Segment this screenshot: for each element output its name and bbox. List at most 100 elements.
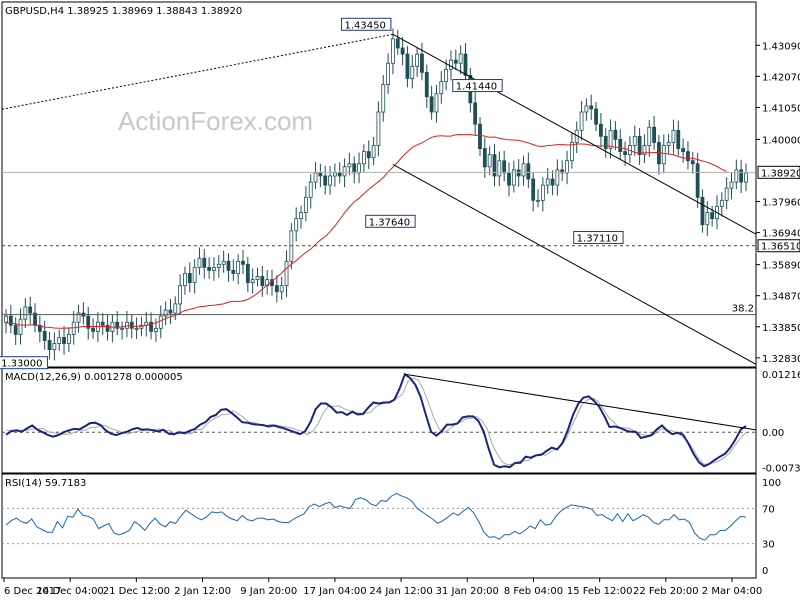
main-overlay: 38.2 1.38920 1.36510 1.43450 1.41440 1.37640 1… (0, 17, 800, 370)
current-price-label-box (757, 165, 800, 179)
candle-body (400, 47, 405, 55)
candle-body (332, 172, 337, 177)
candle-body (579, 111, 584, 131)
candle-body (323, 175, 328, 186)
candle-body (536, 199, 540, 202)
candlestick-series (4, 28, 748, 361)
candle-body (473, 102, 478, 125)
annotation-label: 1.33000 (1, 359, 42, 370)
candle-body (187, 273, 192, 284)
candle-body (681, 148, 686, 152)
candle-body (149, 321, 153, 332)
candle-body (4, 315, 8, 323)
candle-body (482, 148, 487, 168)
candle-body (516, 169, 521, 177)
annotation-box (365, 214, 416, 228)
main-panel-grid: 1.43090 1.42070 1.41050 1.40000 1.37960 1.369… (756, 41, 800, 365)
rsi-title: RSI(14) 59.7183 (5, 478, 86, 489)
candle-body (318, 172, 323, 177)
support-level-label: 1.36510 (761, 242, 800, 253)
candle-body (37, 324, 42, 332)
candle-body (690, 160, 695, 165)
candle-body (231, 270, 236, 274)
candle-body (700, 196, 705, 226)
candle-body (236, 260, 241, 274)
candle-body (439, 81, 444, 95)
candle-body (565, 160, 569, 174)
macd-tick-label: 0.00 (762, 428, 784, 439)
candle-body (739, 169, 744, 183)
annotation-box (452, 79, 503, 93)
candle-body (183, 273, 187, 287)
candle-body (207, 266, 212, 271)
candle-body (618, 139, 623, 152)
time-tick-label: 6 Dec 2017 (4, 586, 62, 597)
candle-body (62, 337, 66, 344)
time-tick-label: 2 Jan 12:00 (174, 586, 231, 597)
candle-body (511, 169, 516, 186)
candle-body (603, 135, 608, 149)
channel-upper-line (392, 33, 757, 235)
candle-body (434, 93, 439, 113)
candle-body (57, 337, 62, 344)
candle-body (429, 96, 434, 113)
candle-body (352, 163, 357, 174)
candle-body (303, 196, 308, 213)
price-tick-label: 1.41050 (762, 103, 800, 114)
candle-body (347, 163, 352, 168)
candle-body (212, 266, 216, 271)
price-tick-label: 1.36940 (762, 229, 800, 240)
candle-body (540, 184, 545, 201)
candle-body (274, 285, 279, 293)
time-tick-label: 31 Jan 20:00 (436, 586, 499, 597)
rsi-panel: 100 70 30 0 (2, 478, 781, 577)
candle-body (86, 315, 91, 329)
candle-body (608, 129, 613, 149)
time-tick-label: 21 Dec 12:00 (103, 586, 170, 597)
annotation-label: 1.37110 (577, 233, 618, 244)
macd-panel-frame (1, 367, 757, 474)
annotation-label: 1.43450 (345, 20, 386, 31)
candle-body (173, 303, 178, 314)
candle-body (125, 321, 129, 329)
candle-body (23, 306, 28, 320)
candle-body (550, 178, 555, 186)
candle-body (308, 181, 313, 198)
candle-body (705, 212, 710, 226)
candle-body (221, 260, 226, 265)
candle-body (371, 145, 376, 159)
candle-body (168, 309, 173, 314)
rsi-tick-label: 100 (762, 478, 781, 489)
candle-body (744, 172, 748, 183)
candle-body (28, 306, 33, 314)
candle-body (410, 65, 415, 79)
candle-body (202, 257, 207, 268)
candle-body (192, 266, 197, 284)
candle-body (52, 343, 57, 351)
candle-body (241, 260, 245, 265)
candle-body (134, 327, 139, 330)
candle-body (47, 340, 52, 351)
candle-body (163, 309, 168, 317)
candle-body (729, 181, 734, 189)
time-tick-label: 8 Feb 04:00 (504, 586, 563, 597)
price-tick-label: 1.42070 (762, 72, 800, 83)
support-level-label-box (757, 239, 800, 253)
time-tick-label: 15 Feb 12:00 (567, 586, 633, 597)
candle-body (405, 53, 410, 79)
annotation-box (341, 17, 392, 31)
candle-body (71, 321, 76, 335)
candle-body (545, 178, 550, 186)
candle-body (463, 53, 468, 76)
candle-body (661, 145, 666, 165)
candle-body (671, 129, 676, 143)
time-tick-label: 2 Mar 04:00 (702, 586, 762, 597)
rsi-tick-label: 30 (762, 540, 775, 551)
price-tick-label: 1.32830 (762, 354, 800, 365)
candle-body (415, 53, 420, 67)
time-tick-label: 22 Feb 20:00 (633, 586, 699, 597)
candle-body (555, 169, 560, 186)
candle-body (366, 151, 371, 159)
